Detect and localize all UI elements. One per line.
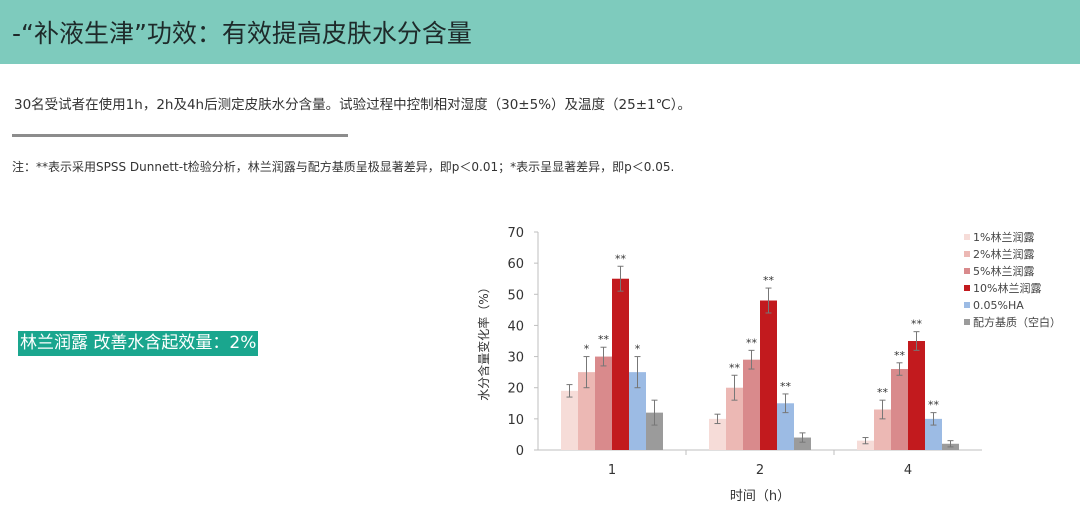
legend-label: 0.05%HA: [973, 299, 1024, 312]
x-tick-label: 4: [904, 463, 912, 478]
bar: [595, 356, 612, 450]
significance-label: *: [584, 343, 590, 356]
significance-label: **: [894, 349, 906, 362]
note-text: 注：**表示采用SPSS Dunnett-t检验分析，林兰润露与配方基质呈极显著…: [12, 160, 675, 174]
significance-label: **: [729, 361, 741, 374]
page-title: -“补液生津”功效：有效提高皮肤水分含量: [12, 19, 472, 48]
bar: [908, 341, 925, 450]
divider: [12, 134, 348, 137]
y-tick-label: 30: [507, 351, 524, 366]
bar: [794, 437, 811, 450]
bar: [561, 390, 578, 450]
legend-swatch: [964, 319, 970, 325]
bar: [777, 403, 794, 450]
page-header: -“补液生津”功效：有效提高皮肤水分含量: [0, 0, 1080, 64]
significance-label: **: [911, 318, 923, 331]
bar: [743, 359, 760, 450]
bar: [726, 387, 743, 450]
x-tick-label: 1: [608, 463, 616, 478]
moisture-change-chart: 0102030405060701******2********4********…: [476, 226, 1061, 504]
significance-label: **: [615, 252, 627, 265]
x-axis-title: 时间（h）: [730, 489, 790, 504]
legend-swatch: [964, 234, 970, 240]
y-tick-label: 10: [507, 413, 524, 428]
bar: [629, 372, 646, 450]
significance-label: **: [763, 274, 775, 287]
bar: [578, 372, 595, 450]
bar: [857, 440, 874, 450]
y-tick-label: 0: [516, 444, 524, 459]
y-tick-label: 20: [507, 382, 524, 397]
bar: [891, 369, 908, 450]
description-text: 30名受试者在使用1h，2h及4h后测定皮肤水分含量。试验过程中控制相对湿度（3…: [14, 97, 692, 113]
y-axis-title: 水分含量变化率（%）: [476, 281, 491, 400]
legend-label: 5%林兰润露: [973, 264, 1034, 278]
y-tick-label: 60: [507, 257, 524, 272]
highlight-label: 林兰润露 改善水含起效量：2%: [18, 331, 259, 356]
significance-label: *: [635, 343, 641, 356]
y-tick-label: 40: [507, 319, 524, 334]
legend-swatch: [964, 302, 970, 308]
bar: [612, 278, 629, 450]
legend-label: 1%林兰润露: [973, 230, 1034, 244]
significance-label: **: [928, 399, 940, 412]
y-tick-label: 50: [507, 288, 524, 303]
legend-swatch: [964, 268, 970, 274]
bar: [760, 300, 777, 450]
legend-label: 10%林兰润露: [973, 281, 1041, 295]
bar: [925, 418, 942, 450]
x-tick-label: 2: [756, 463, 764, 478]
significance-label: **: [877, 386, 889, 399]
legend-label: 配方基质（空白）: [973, 315, 1061, 329]
bar: [709, 418, 726, 450]
bar: [874, 409, 891, 450]
y-tick-label: 70: [507, 226, 524, 241]
legend-swatch: [964, 285, 970, 291]
legend-swatch: [964, 251, 970, 257]
bar: [646, 412, 663, 450]
legend-label: 2%林兰润露: [973, 247, 1034, 261]
significance-label: **: [746, 336, 758, 349]
significance-label: **: [780, 380, 792, 393]
significance-label: **: [598, 333, 610, 346]
